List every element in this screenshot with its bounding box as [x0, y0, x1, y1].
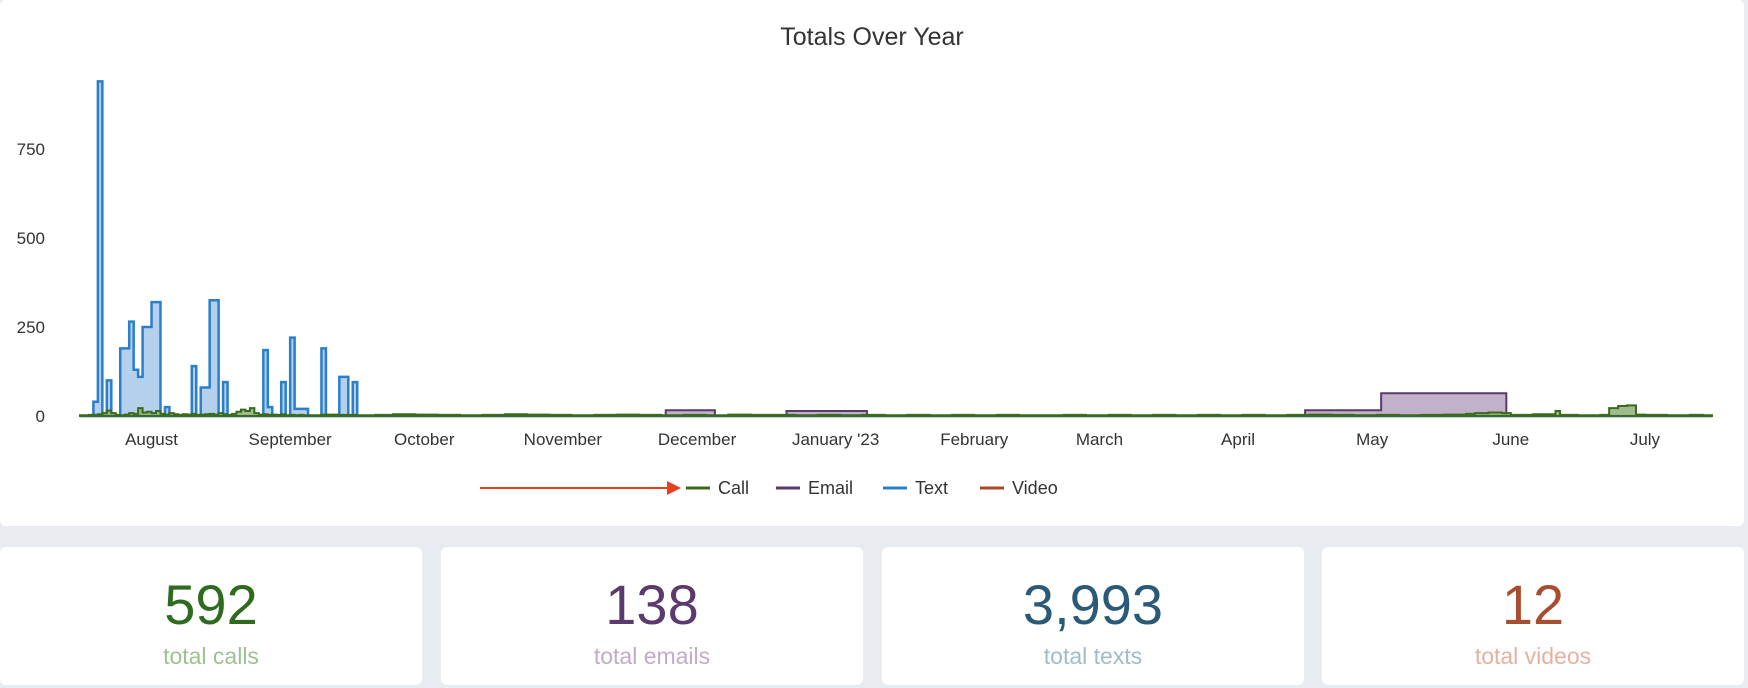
legend-item-email[interactable]: Email: [776, 478, 853, 498]
total-videos-value: 12: [1501, 573, 1565, 636]
y-tick-label: 0: [36, 407, 45, 426]
legend-label-email: Email: [808, 478, 853, 498]
total-emails-value: 138: [605, 573, 699, 636]
total-texts-label: total texts: [1043, 643, 1143, 669]
x-tick-label: September: [249, 430, 332, 449]
chart-card: Totals Over Year 0 250 500 750 August Septem…: [0, 0, 1744, 526]
series-text: [80, 80, 1712, 418]
legend-label-video: Video: [1012, 478, 1058, 498]
legend-arrow-head: [667, 481, 681, 495]
x-tick-label: May: [1356, 430, 1389, 449]
total-calls-label: total calls: [163, 643, 259, 669]
y-axis: 0 250 500 750: [17, 140, 45, 426]
y-tick-label: 500: [17, 229, 45, 248]
series-area-text: [80, 80, 1712, 418]
chart-title: Totals Over Year: [780, 23, 963, 51]
legend-item-text[interactable]: Text: [883, 478, 948, 498]
y-tick-label: 250: [17, 318, 45, 337]
total-emails-label: total emails: [593, 643, 711, 669]
x-tick-label: July: [1630, 430, 1661, 449]
legend-label-call: Call: [718, 478, 749, 498]
stat-card-texts: 3,993 total texts: [882, 547, 1304, 685]
legend-item-call[interactable]: Call: [686, 478, 749, 498]
x-tick-label: November: [524, 430, 603, 449]
x-tick-label: January '23: [792, 430, 879, 449]
x-tick-label: October: [394, 430, 455, 449]
series-layer: [79, 80, 1713, 418]
series-area-email: [80, 392, 1712, 417]
legend-item-video[interactable]: Video: [980, 478, 1058, 498]
x-axis: August September October November December Ja…: [80, 416, 1712, 449]
y-tick-label: 750: [17, 140, 45, 159]
series-area-call: [79, 404, 1713, 417]
legend: Call Email Text Video: [480, 478, 1058, 498]
stat-card-calls: 592 total calls: [0, 547, 422, 685]
legend-arrow: [480, 481, 681, 495]
legend-label-text: Text: [915, 478, 948, 498]
total-videos-label: total videos: [1474, 643, 1592, 669]
x-tick-label: December: [658, 430, 737, 449]
x-tick-label: June: [1492, 430, 1529, 449]
total-texts-value: 3,993: [1022, 573, 1164, 636]
totals-chart: Totals Over Year 0 250 500 750 August Septem…: [17, 23, 1713, 498]
stat-card-emails: 138 total emails: [441, 547, 863, 685]
series-email: [80, 392, 1712, 417]
x-tick-label: August: [125, 430, 178, 449]
series-call: [79, 404, 1713, 417]
x-tick-label: February: [940, 430, 1009, 449]
x-tick-label: March: [1076, 430, 1123, 449]
x-tick-label: April: [1221, 430, 1255, 449]
total-calls-value: 592: [164, 573, 258, 636]
stat-card-videos: 12 total videos: [1322, 547, 1744, 685]
